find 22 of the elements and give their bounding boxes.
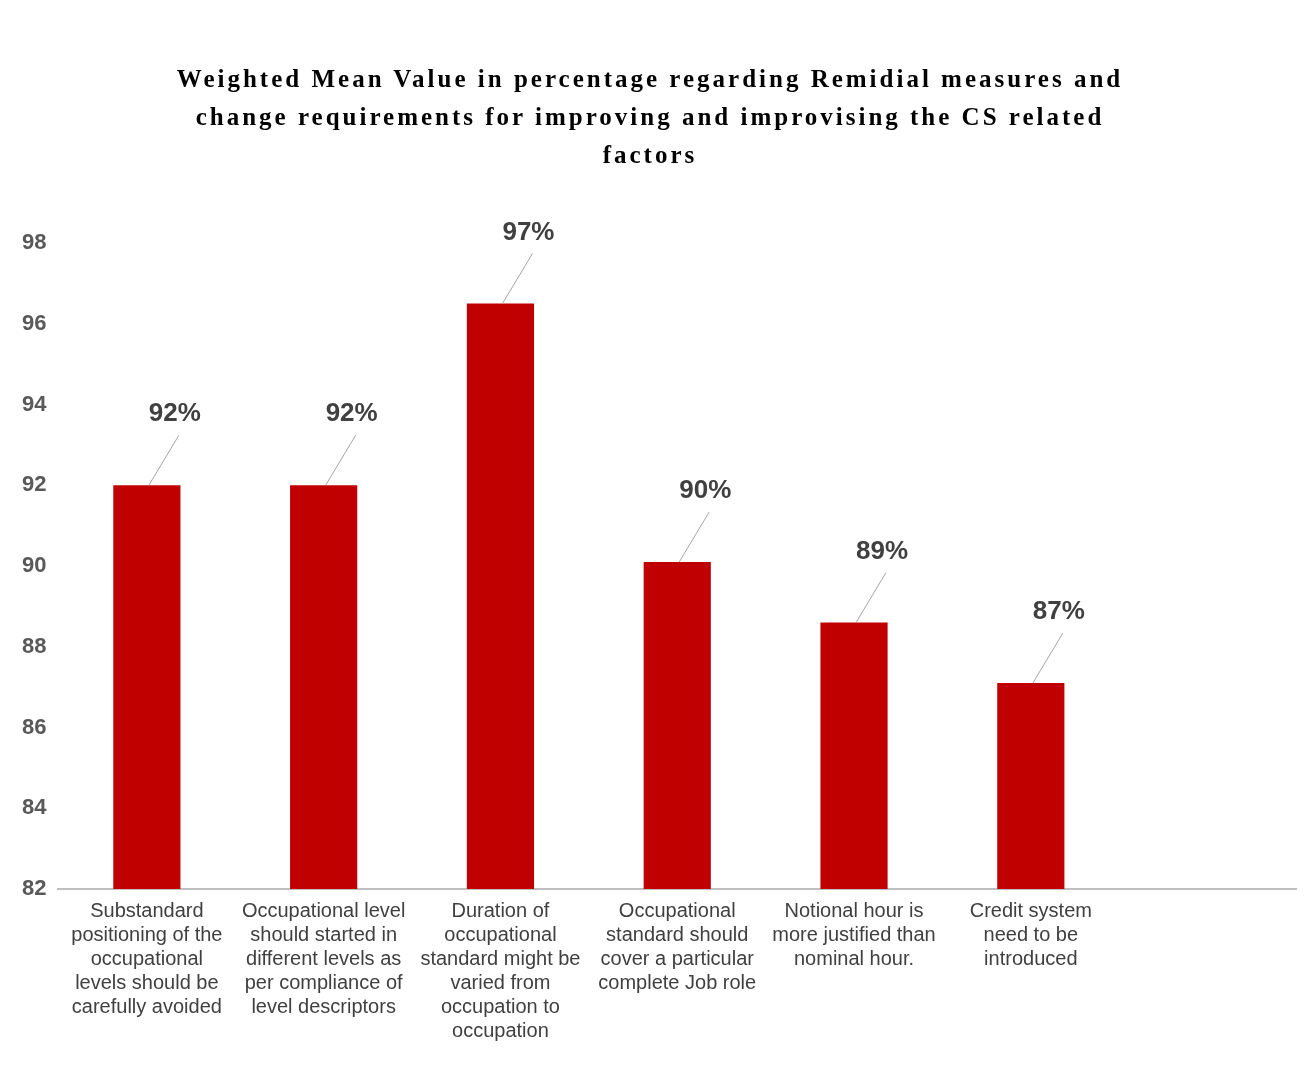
y-tick-label: 82 (21, 875, 47, 901)
x-tick-label: Notional hour is more justified than nominal hour. (772, 898, 936, 969)
data-label: 89% (856, 534, 909, 565)
x-tick-label: Occupational level should started in different levels as per compliance of level descriptors (241, 898, 406, 1017)
y-tick-label: 96 (21, 309, 47, 335)
y-tick-label: 94 (21, 390, 48, 416)
y-tick-label: 90 (21, 552, 47, 578)
data-label: 97% (502, 215, 555, 246)
data-label: 92% (325, 397, 378, 428)
y-tick-label: 84 (21, 794, 48, 820)
x-tick-label: Substandard positioning of the occupational levels should be carefully avoided (71, 898, 223, 1017)
data-label: 92% (148, 397, 201, 428)
y-tick-label: 92 (21, 471, 47, 497)
x-tick-label: Occupational standard should cover a particular complete Job role (598, 898, 757, 993)
x-tick-label: Duration of occupational standard might be varied from occupation to occupation (420, 898, 581, 1041)
data-label: 87% (1032, 595, 1085, 626)
y-tick-label: 88 (21, 632, 47, 658)
chart-title: Weighted Mean Value in percentage regarding Remidial measures and change requirements for improving and improvising the CS related factors (175, 64, 1125, 170)
data-label: 90% (679, 474, 732, 505)
y-tick-label: 98 (21, 229, 47, 255)
x-tick-label: Credit system need to be introduced (969, 898, 1092, 969)
y-tick-label: 86 (21, 713, 47, 739)
